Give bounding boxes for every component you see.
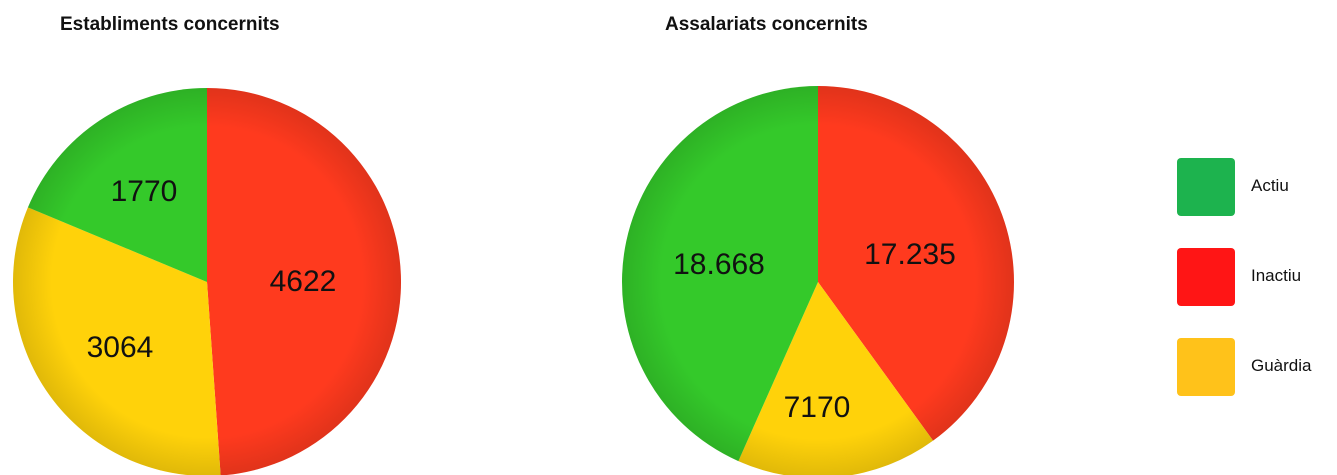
legend-swatch-guardia xyxy=(1177,338,1235,396)
pie-2-label-guardia: 7170 xyxy=(784,391,851,424)
chart-title-establiments: Establiments concernits xyxy=(60,14,280,35)
legend-swatch-actiu xyxy=(1177,158,1235,216)
pie-1-label-actiu: 1770 xyxy=(111,175,178,208)
legend-label-inactiu: Inactiu xyxy=(1251,266,1302,285)
legend-swatch-inactiu xyxy=(1177,248,1235,306)
pie-1-label-guardia: 3064 xyxy=(87,331,154,364)
pie-2-label-actiu: 18.668 xyxy=(673,248,765,281)
pie-1-label-inactiu: 4622 xyxy=(270,265,337,298)
pie-2-label-inactiu: 17.235 xyxy=(864,238,956,271)
pie-1-shading xyxy=(13,88,401,475)
chart-title-assalariats: Assalariats concernits xyxy=(665,14,868,35)
legend-label-actiu: Actiu xyxy=(1251,176,1289,195)
legend-label-guardia: Guàrdia xyxy=(1251,356,1312,375)
pie-2-shading xyxy=(622,86,1014,475)
